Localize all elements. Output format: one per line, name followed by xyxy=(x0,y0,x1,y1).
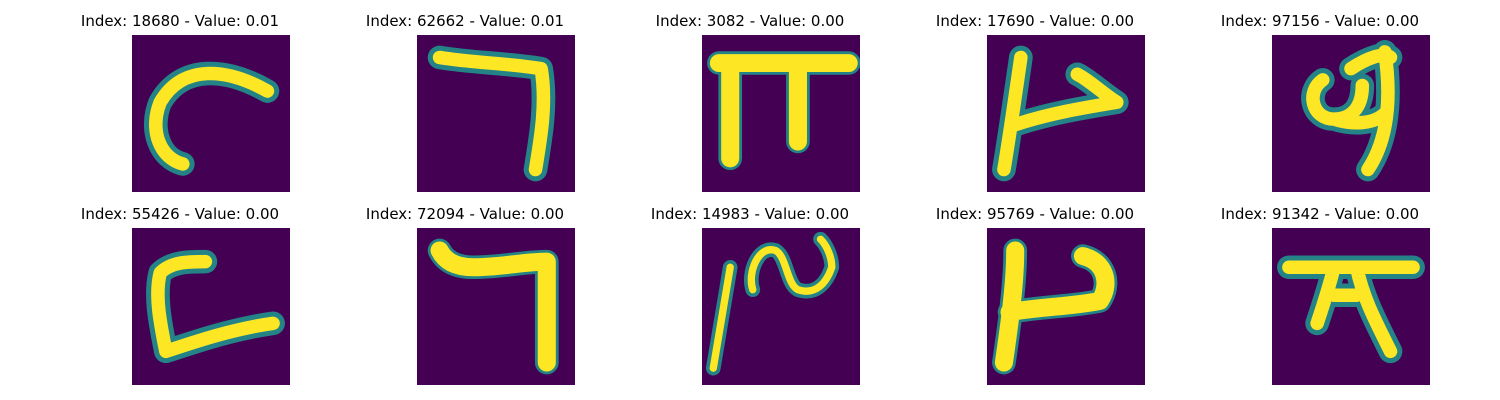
cross-stroke-icon xyxy=(1272,228,1430,385)
grid-panel: Index: 17690 - Value: 0.00 xyxy=(885,0,1185,192)
grid-panel: Index: 72094 - Value: 0.00 xyxy=(315,193,615,385)
panel-title: Index: 91342 - Value: 0.00 xyxy=(1220,205,1420,223)
seven-hook-icon xyxy=(417,228,575,385)
panel-title: Index: 95769 - Value: 0.00 xyxy=(935,205,1135,223)
loop-stroke-icon xyxy=(1272,35,1430,192)
c-curve-icon xyxy=(132,35,290,192)
panel-title: Index: 14983 - Value: 0.00 xyxy=(650,205,850,223)
wave-stroke-icon xyxy=(702,228,860,385)
grid-panel: Index: 91342 - Value: 0.00 xyxy=(1170,193,1470,385)
seven-hook-icon xyxy=(417,35,575,192)
grid-panel: Index: 3082 - Value: 0.00 xyxy=(600,0,900,192)
open-box-icon xyxy=(132,228,290,385)
arrow-stroke-icon xyxy=(987,35,1145,192)
grid-panel: Index: 18680 - Value: 0.01 xyxy=(30,0,330,192)
panel-title: Index: 97156 - Value: 0.00 xyxy=(1220,12,1420,30)
panel-title: Index: 55426 - Value: 0.00 xyxy=(80,205,280,223)
grid-panel: Index: 55426 - Value: 0.00 xyxy=(30,193,330,385)
panel-title: Index: 62662 - Value: 0.01 xyxy=(365,12,565,30)
panel-title: Index: 3082 - Value: 0.00 xyxy=(655,12,845,30)
grid-panel: Index: 62662 - Value: 0.01 xyxy=(315,0,615,192)
grid-panel: Index: 14983 - Value: 0.00 xyxy=(600,193,900,385)
panel-title: Index: 17690 - Value: 0.00 xyxy=(935,12,1135,30)
panel-title: Index: 18680 - Value: 0.01 xyxy=(80,12,280,30)
grid-panel: Index: 97156 - Value: 0.00 xyxy=(1170,0,1470,192)
hook-stroke-icon xyxy=(987,228,1145,385)
grid-panel: Index: 95769 - Value: 0.00 xyxy=(885,193,1185,385)
panel-title: Index: 72094 - Value: 0.00 xyxy=(365,205,565,223)
pi-shape-icon xyxy=(702,35,860,192)
